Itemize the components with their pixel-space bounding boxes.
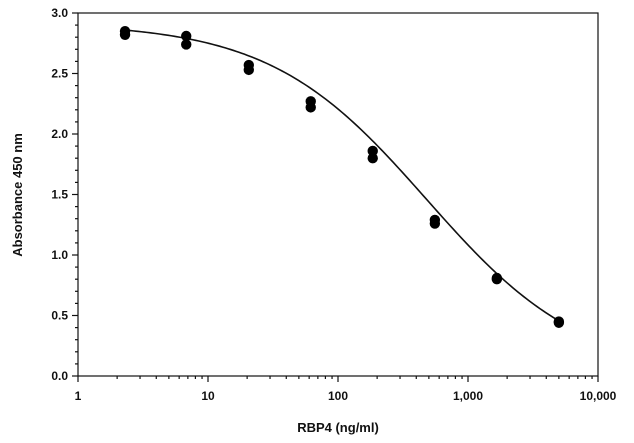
data-point xyxy=(491,274,503,285)
data-point xyxy=(243,64,255,76)
y-tick-label: 2.0 xyxy=(51,127,68,141)
x-tick-label: 10,000 xyxy=(580,389,617,403)
fit-curve xyxy=(124,29,560,322)
data-point xyxy=(367,153,378,164)
y-axis: 0.0 0.5 1.0 1.5 2.0 2.5 3.0 xyxy=(51,6,78,383)
y-tick-label: 1.0 xyxy=(51,248,68,262)
y-tick-label: 3.0 xyxy=(51,6,68,20)
fit-curve-layer xyxy=(124,29,560,322)
data-point xyxy=(305,102,316,113)
y-tick-label: 0.5 xyxy=(51,309,68,323)
data-point xyxy=(181,30,192,42)
x-axis-title: RBP4 (ng/ml) xyxy=(297,420,379,435)
data-point xyxy=(553,317,565,328)
data-point xyxy=(367,145,378,157)
data-points xyxy=(119,25,565,328)
plot-frame xyxy=(77,12,599,377)
data-point xyxy=(181,39,192,50)
y-tick-label: 0.0 xyxy=(51,369,68,383)
y-tick-label: 2.5 xyxy=(51,67,68,81)
data-point xyxy=(119,29,131,40)
x-tick-label: 10 xyxy=(201,389,215,403)
x-tick-label: 1,000 xyxy=(453,389,483,403)
x-axis: 1 10 100 1,000 10,000 xyxy=(75,376,617,403)
y-tick-label: 1.5 xyxy=(51,188,68,202)
x-tick-label: 1 xyxy=(75,389,82,403)
plot-area-border xyxy=(77,12,599,377)
x-tick-label: 100 xyxy=(328,389,348,403)
y-axis-title: Absorbance 450 nm xyxy=(10,133,25,257)
data-point xyxy=(429,218,441,229)
